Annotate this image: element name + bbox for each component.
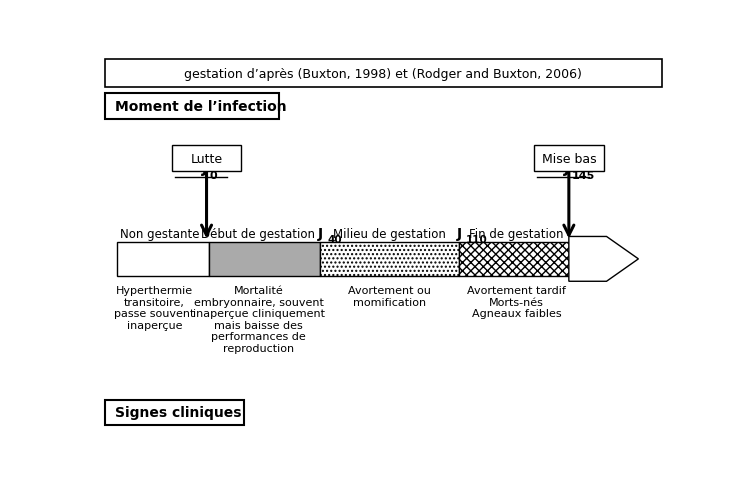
Text: $\mathbf{J}$: $\mathbf{J}$ [316,226,323,242]
Text: 110: 110 [466,234,488,244]
Bar [459,242,569,276]
Text: Milieu de gestation: Milieu de gestation [333,227,446,241]
FancyBboxPatch shape [172,146,242,172]
FancyBboxPatch shape [105,94,279,120]
Text: Début de gestation: Début de gestation [200,227,315,241]
FancyBboxPatch shape [534,146,604,172]
Text: $\mathbf{J}$: $\mathbf{J}$ [200,158,208,177]
Text: Fin de gestation: Fin de gestation [470,227,564,241]
Text: Mortalité
embryonnaire, souvent
inaperçue cliniquement
mais baisse des
performan: Mortalité embryonnaire, souvent inaperçu… [193,286,325,353]
Text: $\mathbf{J}$: $\mathbf{J}$ [456,226,462,242]
Text: Lutte: Lutte [191,152,223,165]
FancyBboxPatch shape [105,400,244,425]
Polygon shape [569,237,638,282]
FancyBboxPatch shape [105,60,661,88]
Text: Avortement ou
momification: Avortement ou momification [348,286,431,307]
Text: 0: 0 [209,170,217,181]
Text: 40: 40 [327,234,342,244]
Bar [209,242,319,276]
Text: Hyperthermie
transitoire,
passe souvent
inaperçue: Hyperthermie transitoire, passe souvent … [114,286,194,330]
Text: Moment de l’infection: Moment de l’infection [115,100,286,114]
Bar [319,242,459,276]
Text: Signes cliniques: Signes cliniques [115,406,242,420]
Text: $\mathbf{J}$: $\mathbf{J}$ [563,158,570,177]
Bar [117,242,209,276]
Text: Avortement tardif
Morts-nés
Agneaux faibles: Avortement tardif Morts-nés Agneaux faib… [468,286,566,318]
Text: gestation d’après (Buxton, 1998) et (Rodger and Buxton, 2006): gestation d’après (Buxton, 1998) et (Rod… [185,67,582,80]
Text: Non gestante: Non gestante [120,227,200,241]
Text: Mise bas: Mise bas [542,152,596,165]
Text: 145: 145 [571,170,595,181]
